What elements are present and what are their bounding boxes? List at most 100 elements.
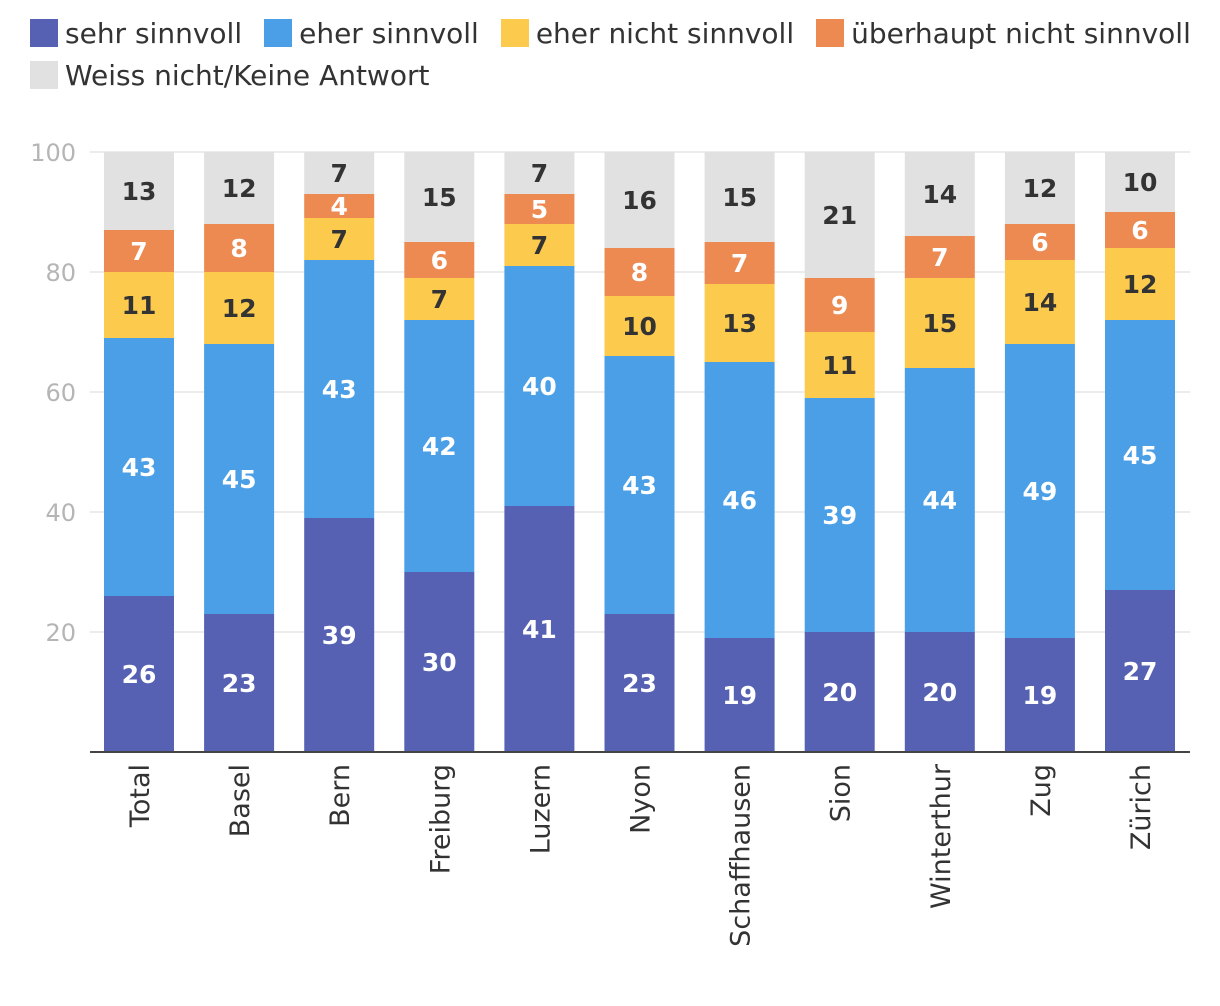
data-label-zuerich-eher-nicht-sinnvoll: 12 (1123, 270, 1158, 299)
bar-nyon-eher-sinnvoll (604, 356, 675, 614)
bar-freiburg-eher-sinnvoll (404, 320, 475, 572)
data-label-zuerich-eher-sinnvoll: 45 (1123, 441, 1158, 470)
bar-nyon-ueberhaupt-nicht-sinnvoll (604, 248, 675, 296)
bar-sion-ueberhaupt-nicht-sinnvoll (804, 278, 875, 332)
data-label-bern-eher-nicht-sinnvoll: 7 (330, 225, 347, 254)
bar-zug-eher-nicht-sinnvoll (1004, 260, 1075, 344)
y-tick-label-100: 100 (30, 139, 76, 167)
data-label-freiburg-ueberhaupt-nicht-sinnvoll: 6 (431, 246, 448, 275)
data-label-zuerich-sehr-sinnvoll: 27 (1123, 657, 1158, 686)
bar-bern-sehr-sinnvoll (304, 518, 375, 752)
bar-zug-weiss-nicht-keine-antwort (1004, 152, 1075, 224)
data-label-sion-weiss-nicht-keine-antwort: 21 (822, 201, 857, 230)
bar-zuerich-eher-sinnvoll (1105, 320, 1175, 590)
x-tick-label-sion: Sion (826, 764, 857, 822)
data-label-luzern-weiss-nicht-keine-antwort: 7 (531, 159, 548, 188)
data-label-freiburg-eher-sinnvoll: 42 (422, 432, 457, 461)
data-label-schaffhausen-eher-sinnvoll: 46 (722, 486, 757, 515)
bar-zug-ueberhaupt-nicht-sinnvoll (1004, 224, 1075, 260)
data-label-basel-eher-sinnvoll: 45 (222, 465, 257, 494)
bar-winterthur-ueberhaupt-nicht-sinnvoll (904, 236, 975, 278)
bar-freiburg-eher-nicht-sinnvoll (404, 278, 475, 320)
bar-freiburg-weiss-nicht-keine-antwort (404, 152, 475, 242)
data-label-schaffhausen-sehr-sinnvoll: 19 (722, 681, 757, 710)
bar-basel-sehr-sinnvoll (204, 614, 275, 752)
bar-luzern-eher-nicht-sinnvoll (504, 224, 575, 266)
data-label-luzern-eher-sinnvoll: 40 (522, 372, 557, 401)
bar-winterthur-sehr-sinnvoll (904, 632, 975, 752)
data-label-schaffhausen-weiss-nicht-keine-antwort: 15 (722, 183, 757, 212)
bar-luzern-ueberhaupt-nicht-sinnvoll (504, 194, 575, 224)
x-tick-label-basel: Basel (225, 764, 256, 837)
legend-swatch-eher-sinnvoll (264, 19, 293, 47)
bar-schaffhausen-eher-nicht-sinnvoll (704, 284, 775, 362)
legend-label-ueberhaupt-nicht-sinnvoll: überhaupt nicht sinnvoll (851, 16, 1191, 50)
data-label-zug-ueberhaupt-nicht-sinnvoll: 6 (1031, 228, 1048, 257)
data-label-freiburg-weiss-nicht-keine-antwort: 15 (422, 183, 457, 212)
legend-label-eher-nicht-sinnvoll: eher nicht sinnvoll (535, 16, 795, 50)
bar-basel-weiss-nicht-keine-antwort (204, 152, 275, 224)
bar-luzern-sehr-sinnvoll (504, 506, 575, 752)
legend-item-weiss-nicht[interactable]: Weiss nicht/Keine Antwort (30, 59, 429, 92)
data-label-nyon-eher-sinnvoll: 43 (622, 471, 657, 500)
bar-zuerich-ueberhaupt-nicht-sinnvoll (1105, 212, 1175, 248)
data-label-zug-sehr-sinnvoll: 19 (1023, 681, 1058, 710)
bar-zug-eher-sinnvoll (1004, 344, 1075, 638)
data-label-nyon-weiss-nicht-keine-antwort: 16 (622, 186, 657, 215)
bar-basel-eher-sinnvoll (204, 344, 275, 614)
bar-total-weiss-nicht-keine-antwort (104, 152, 174, 230)
legend-item-eher-nicht-sinnvoll[interactable]: eher nicht sinnvoll (500, 16, 795, 50)
data-label-zug-eher-sinnvoll: 49 (1023, 477, 1058, 506)
bar-sion-eher-nicht-sinnvoll (804, 332, 875, 398)
legend-item-eher-sinnvoll[interactable]: eher sinnvoll (264, 17, 479, 50)
bar-schaffhausen-ueberhaupt-nicht-sinnvoll (704, 242, 775, 284)
bar-winterthur-eher-nicht-sinnvoll (904, 278, 975, 368)
data-label-sion-ueberhaupt-nicht-sinnvoll: 9 (831, 291, 848, 320)
data-label-winterthur-eher-sinnvoll: 44 (922, 486, 957, 515)
data-label-zug-weiss-nicht-keine-antwort: 12 (1023, 174, 1058, 203)
x-tick-label-schaffhausen: Schaffhausen (726, 764, 757, 947)
x-tick-label-zug: Zug (1026, 764, 1057, 817)
data-label-nyon-sehr-sinnvoll: 23 (622, 669, 657, 698)
data-label-basel-weiss-nicht-keine-antwort: 12 (222, 174, 257, 203)
data-label-winterthur-weiss-nicht-keine-antwort: 14 (922, 180, 957, 209)
bar-total-ueberhaupt-nicht-sinnvoll (104, 230, 174, 272)
y-tick-label-20: 20 (45, 619, 76, 647)
legend-item-ueberhaupt-nicht-sinnvoll[interactable]: überhaupt nicht sinnvoll (816, 17, 1191, 50)
y-tick-label-60: 60 (45, 379, 76, 407)
data-label-luzern-sehr-sinnvoll: 41 (522, 615, 557, 644)
data-label-luzern-eher-nicht-sinnvoll: 7 (531, 231, 548, 260)
x-tick-label-freiburg: Freiburg (425, 764, 456, 874)
legend-swatch-sehr-sinnvoll (30, 19, 58, 47)
bar-sion-weiss-nicht-keine-antwort (804, 152, 875, 278)
data-label-total-weiss-nicht-keine-antwort: 13 (122, 177, 157, 206)
bar-total-eher-sinnvoll (104, 338, 174, 596)
legend-item-sehr-sinnvoll[interactable]: sehr sinnvoll (30, 17, 242, 50)
data-label-schaffhausen-ueberhaupt-nicht-sinnvoll: 7 (731, 249, 748, 278)
bar-basel-ueberhaupt-nicht-sinnvoll (204, 224, 275, 272)
data-label-total-sehr-sinnvoll: 26 (122, 660, 157, 689)
x-tick-label-winterthur: Winterthur (926, 763, 957, 909)
legend-row-1: sehr sinnvoll eher sinnvoll eher nicht s… (30, 12, 1210, 54)
legend-row-2: Weiss nicht/Keine Antwort (30, 54, 1210, 96)
bar-luzern-eher-sinnvoll (504, 266, 575, 506)
data-label-total-ueberhaupt-nicht-sinnvoll: 7 (130, 237, 147, 266)
bar-bern-eher-sinnvoll (304, 260, 375, 518)
data-label-luzern-ueberhaupt-nicht-sinnvoll: 5 (531, 195, 548, 224)
x-tick-label-bern: Bern (325, 764, 356, 827)
data-label-sion-sehr-sinnvoll: 20 (822, 678, 857, 707)
legend: sehr sinnvoll eher sinnvoll eher nicht s… (30, 12, 1210, 96)
legend-label-eher-sinnvoll: eher sinnvoll (299, 16, 479, 50)
data-label-nyon-eher-nicht-sinnvoll: 10 (622, 312, 657, 341)
legend-label-weiss-nicht: Weiss nicht/Keine Antwort (65, 58, 430, 92)
legend-swatch-eher-nicht-sinnvoll (500, 19, 529, 47)
data-label-freiburg-sehr-sinnvoll: 30 (422, 648, 457, 677)
bar-nyon-weiss-nicht-keine-antwort (604, 152, 675, 248)
bar-total-eher-nicht-sinnvoll (104, 272, 174, 338)
x-tick-label-luzern: Luzern (525, 764, 556, 854)
bar-bern-eher-nicht-sinnvoll (304, 218, 375, 260)
data-label-total-eher-sinnvoll: 43 (122, 453, 157, 482)
bar-schaffhausen-eher-sinnvoll (704, 362, 775, 638)
bar-winterthur-eher-sinnvoll (904, 368, 975, 632)
data-label-sion-eher-nicht-sinnvoll: 11 (822, 351, 857, 380)
